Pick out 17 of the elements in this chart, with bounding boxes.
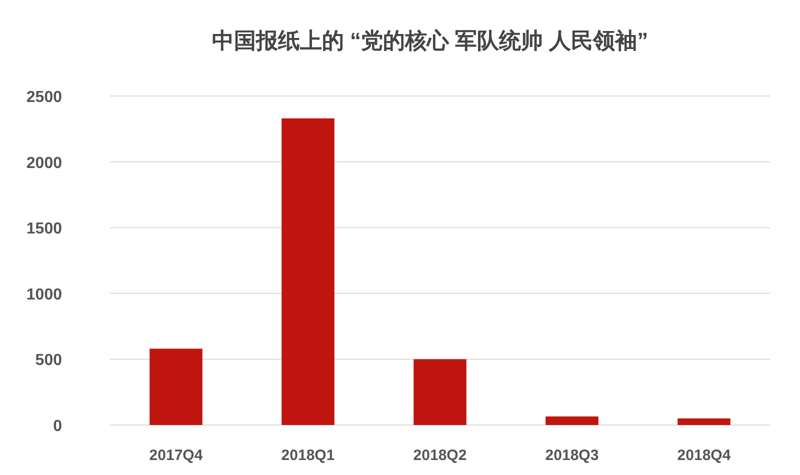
y-tick-label: 500: [35, 352, 62, 370]
x-tick-label: 2018Q4: [677, 447, 732, 464]
y-tick-label: 2000: [26, 154, 62, 172]
y-tick-label: 1500: [26, 220, 62, 238]
x-tick-label: 2018Q3: [545, 447, 599, 464]
bar: [150, 348, 202, 425]
y-tick-label: 2500: [26, 89, 62, 106]
bar: [678, 418, 730, 425]
y-tick-label: 0: [53, 418, 62, 435]
x-tick-label: 2017Q4: [149, 447, 204, 464]
y-tick-label: 1000: [26, 286, 62, 304]
x-tick-label: 2018Q1: [281, 447, 335, 464]
bar: [546, 416, 598, 425]
bar: [282, 118, 334, 425]
x-tick-label: 2018Q2: [413, 447, 467, 464]
bar: [414, 359, 466, 425]
chart-title: 中国报纸上的 “党的核心 军队统帅 人民领袖”: [212, 28, 648, 53]
